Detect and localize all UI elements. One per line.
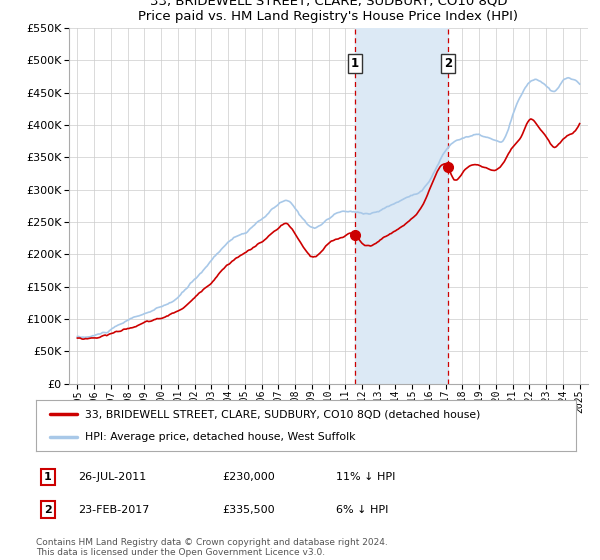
Bar (355, 28, 448, 384)
Text: 6% ↓ HPI: 6% ↓ HPI (336, 505, 388, 515)
Title: 33, BRIDEWELL STREET, CLARE, SUDBURY, CO10 8QD
Price paid vs. HM Land Registry's: 33, BRIDEWELL STREET, CLARE, SUDBURY, CO… (139, 0, 518, 22)
Text: HPI: Average price, detached house, West Suffolk: HPI: Average price, detached house, West… (85, 432, 355, 442)
Text: 23-FEB-2017: 23-FEB-2017 (78, 505, 149, 515)
Text: 33, BRIDEWELL STREET, CLARE, SUDBURY, CO10 8QD (detached house): 33, BRIDEWELL STREET, CLARE, SUDBURY, CO… (85, 409, 480, 419)
Text: 2: 2 (44, 505, 52, 515)
Text: 1: 1 (44, 472, 52, 482)
Text: Contains HM Land Registry data © Crown copyright and database right 2024.
This d: Contains HM Land Registry data © Crown c… (36, 538, 388, 557)
Text: £335,500: £335,500 (222, 505, 275, 515)
Text: 2: 2 (443, 57, 452, 70)
Text: 11% ↓ HPI: 11% ↓ HPI (336, 472, 395, 482)
Text: £230,000: £230,000 (222, 472, 275, 482)
Text: 26-JUL-2011: 26-JUL-2011 (78, 472, 146, 482)
Text: 1: 1 (351, 57, 359, 70)
